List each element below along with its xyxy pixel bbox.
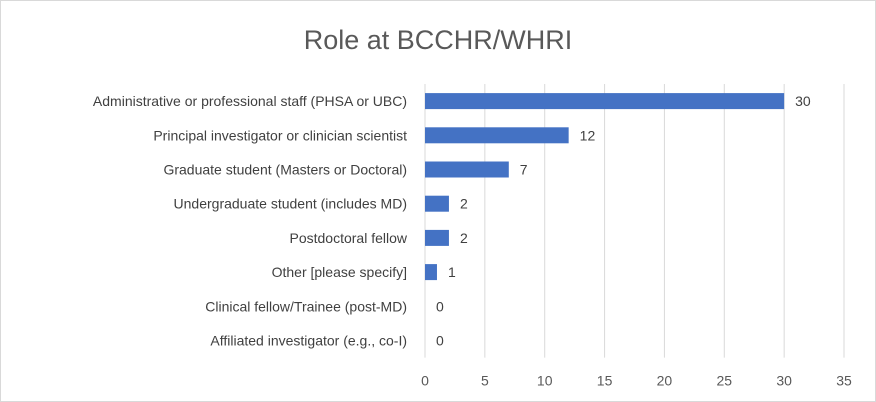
x-axis-tick-labels: 0 5 10 15 20 25 30 35 <box>421 373 852 389</box>
category-label: Clinical fellow/Trainee (post-MD) <box>205 298 407 314</box>
bars <box>425 93 785 281</box>
x-tick-label: 25 <box>716 373 732 389</box>
data-label: 12 <box>580 127 596 143</box>
bar <box>425 229 449 246</box>
x-tick-label: 35 <box>836 373 852 389</box>
category-label: Other [please specify] <box>272 264 407 280</box>
data-label: 0 <box>436 333 444 349</box>
category-label: Undergraduate student (includes MD) <box>174 196 407 212</box>
chart-title: Role at BCCHR/WHRI <box>304 25 573 55</box>
bar <box>425 161 509 178</box>
bar <box>425 93 785 110</box>
x-tick-label: 0 <box>421 373 429 389</box>
data-label: 1 <box>448 264 456 280</box>
x-tick-label: 10 <box>537 373 553 389</box>
data-label: 7 <box>520 162 528 178</box>
x-tick-label: 20 <box>657 373 673 389</box>
x-tick-label: 30 <box>776 373 792 389</box>
category-label: Administrative or professional staff (PH… <box>93 93 407 109</box>
x-tick-label: 5 <box>481 373 489 389</box>
gridlines <box>424 84 845 358</box>
category-label: Principal investigator or clinician scie… <box>153 127 407 143</box>
category-label: Postdoctoral fellow <box>289 230 407 246</box>
category-label: Graduate student (Masters or Doctoral) <box>163 162 407 178</box>
data-label: 0 <box>436 298 444 314</box>
bar <box>425 127 569 144</box>
data-label: 30 <box>795 93 811 109</box>
x-tick-label: 15 <box>597 373 613 389</box>
data-label: 2 <box>460 230 468 246</box>
data-label: 2 <box>460 196 468 212</box>
bar <box>425 264 437 281</box>
data-labels: 30 12 7 2 2 1 0 0 <box>436 93 811 348</box>
category-label: Affiliated investigator (e.g., co-I) <box>210 333 407 349</box>
bar <box>425 195 449 212</box>
category-labels: Administrative or professional staff (PH… <box>93 93 408 348</box>
